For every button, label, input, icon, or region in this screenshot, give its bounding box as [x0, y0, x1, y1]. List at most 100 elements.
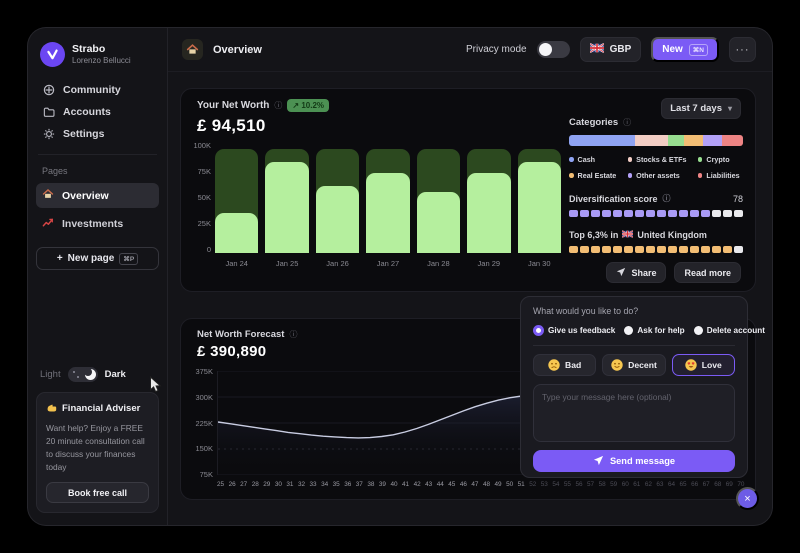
- bar-net-worth: [517, 162, 561, 253]
- bar-column: [215, 146, 259, 253]
- category-segment: [722, 135, 743, 146]
- bar-net-worth: [416, 192, 461, 253]
- bar-column: [366, 146, 410, 253]
- progress-segment: [569, 246, 578, 253]
- bar-column: [467, 146, 511, 253]
- forecast-title: Net Worth Forecast: [197, 329, 285, 340]
- info-icon[interactable]: ⓘ: [274, 101, 283, 110]
- progress-segment: [679, 246, 688, 253]
- feedback-option-radio[interactable]: Ask for help: [624, 326, 685, 335]
- user-name: Lorenzo Bellucci: [72, 56, 131, 65]
- mood-love-button[interactable]: Love: [671, 354, 735, 376]
- mood-decent-button[interactable]: Decent: [602, 354, 666, 376]
- read-more-button[interactable]: Read more: [674, 262, 741, 283]
- sidebar-item-overview[interactable]: Overview: [36, 183, 159, 208]
- x-tick-label: 32: [297, 481, 306, 488]
- progress-segment: [591, 246, 600, 253]
- progress-segment: [657, 210, 666, 217]
- toggle-knob: [538, 43, 552, 56]
- progress-segment: [646, 246, 655, 253]
- gear-icon: [42, 128, 55, 140]
- new-button[interactable]: New ⌘N: [651, 37, 719, 62]
- mood-label: Decent: [628, 360, 657, 370]
- x-tick-label: 25: [217, 481, 225, 488]
- y-tick-label: 0: [206, 245, 211, 254]
- currency-button[interactable]: GBP: [579, 37, 642, 62]
- progress-segment: [602, 246, 611, 253]
- sidebar-item-accounts[interactable]: Accounts: [36, 101, 159, 123]
- new-shortcut-badge: ⌘N: [688, 43, 708, 56]
- theme-toggle[interactable]: [67, 366, 98, 382]
- send-message-label: Send message: [609, 456, 676, 466]
- progress-segment: [602, 210, 611, 217]
- mood-label: Love: [701, 360, 722, 370]
- progress-segment: [734, 246, 743, 253]
- y-tick-label: 75K: [199, 470, 213, 479]
- progress-segment: [701, 210, 710, 217]
- sidebar-item-community[interactable]: Community: [36, 79, 159, 101]
- community-icon: [42, 84, 55, 96]
- x-tick-label: 47: [471, 481, 479, 488]
- progress-segment: [723, 246, 732, 253]
- theme-switcher: Light Dark: [36, 366, 159, 382]
- x-tick-label: Jan 26: [326, 259, 349, 268]
- progress-segment: [613, 210, 622, 217]
- feedback-options: Give us feedback Ask for help Delete accou…: [533, 325, 765, 336]
- top-rank-progress-bar: [569, 246, 743, 253]
- pages-section-label: Pages: [42, 166, 68, 176]
- mood-bad-button[interactable]: Bad: [533, 354, 597, 376]
- x-tick-label: 28: [251, 481, 259, 488]
- moon-icon: [83, 367, 96, 380]
- category-segment: [569, 135, 636, 146]
- plus-icon: +: [56, 253, 63, 264]
- share-button[interactable]: Share: [606, 262, 667, 283]
- category-segment: [635, 135, 669, 146]
- chart-up-icon: [42, 216, 54, 231]
- book-free-call-button[interactable]: Book free call: [46, 482, 149, 503]
- x-tick-label: 49: [494, 481, 502, 488]
- legend-label: Other assets: [636, 171, 680, 180]
- bar-column: [416, 146, 461, 253]
- x-tick-label: 50: [506, 481, 514, 488]
- progress-segment: [734, 210, 743, 217]
- category-segment: [702, 135, 723, 146]
- bar-net-worth: [265, 162, 309, 253]
- date-range-dropdown[interactable]: Last 7 days ▾: [661, 98, 741, 119]
- send-icon: [593, 455, 604, 468]
- legend-label: Crypto: [706, 155, 730, 164]
- x-tick-label: 36: [344, 481, 352, 488]
- sidebar-item-settings[interactable]: Settings: [36, 123, 159, 145]
- bar-column: [315, 146, 360, 253]
- chevron-down-icon: ▾: [727, 104, 732, 113]
- legend-dot-icon: [627, 157, 633, 162]
- feedback-mood-buttons: Bad Decent Love: [533, 354, 735, 376]
- x-tick-label: 68: [714, 481, 722, 488]
- info-icon[interactable]: ⓘ: [662, 194, 671, 203]
- progress-segment: [690, 246, 699, 253]
- app-name: Strabo: [72, 43, 106, 56]
- close-widget-button[interactable]: ×: [736, 487, 759, 510]
- x-tick-label: 69: [725, 481, 733, 488]
- info-icon[interactable]: ⓘ: [623, 118, 632, 127]
- x-tick-label: 67: [702, 481, 710, 488]
- info-icon[interactable]: ⓘ: [289, 330, 298, 339]
- x-tick-label: 63: [656, 481, 664, 488]
- feedback-option-radio[interactable]: Delete account: [693, 326, 765, 335]
- x-tick-label: 54: [552, 481, 560, 488]
- x-tick-label: 70: [737, 481, 745, 488]
- new-page-button[interactable]: + New page ⌘P: [36, 247, 159, 270]
- send-message-button[interactable]: Send message: [533, 450, 735, 472]
- x-tick-label: 41: [402, 481, 410, 488]
- feedback-option-radio[interactable]: Give us feedback: [533, 325, 615, 336]
- privacy-mode-toggle[interactable]: [536, 41, 570, 58]
- feedback-message-input[interactable]: [533, 384, 735, 442]
- y-tick-label: 100K: [193, 141, 211, 150]
- sidebar-item-investments[interactable]: Investments: [36, 211, 159, 236]
- more-options-button[interactable]: ···: [729, 37, 756, 62]
- x-tick-label: 58: [598, 481, 606, 488]
- feedback-divider: [533, 345, 735, 346]
- radio-icon: [624, 326, 634, 335]
- star-icon: [76, 375, 79, 378]
- y-tick-label: 25K: [197, 219, 211, 228]
- workspace-switcher[interactable]: Strabo Lorenzo Bellucci: [36, 40, 159, 79]
